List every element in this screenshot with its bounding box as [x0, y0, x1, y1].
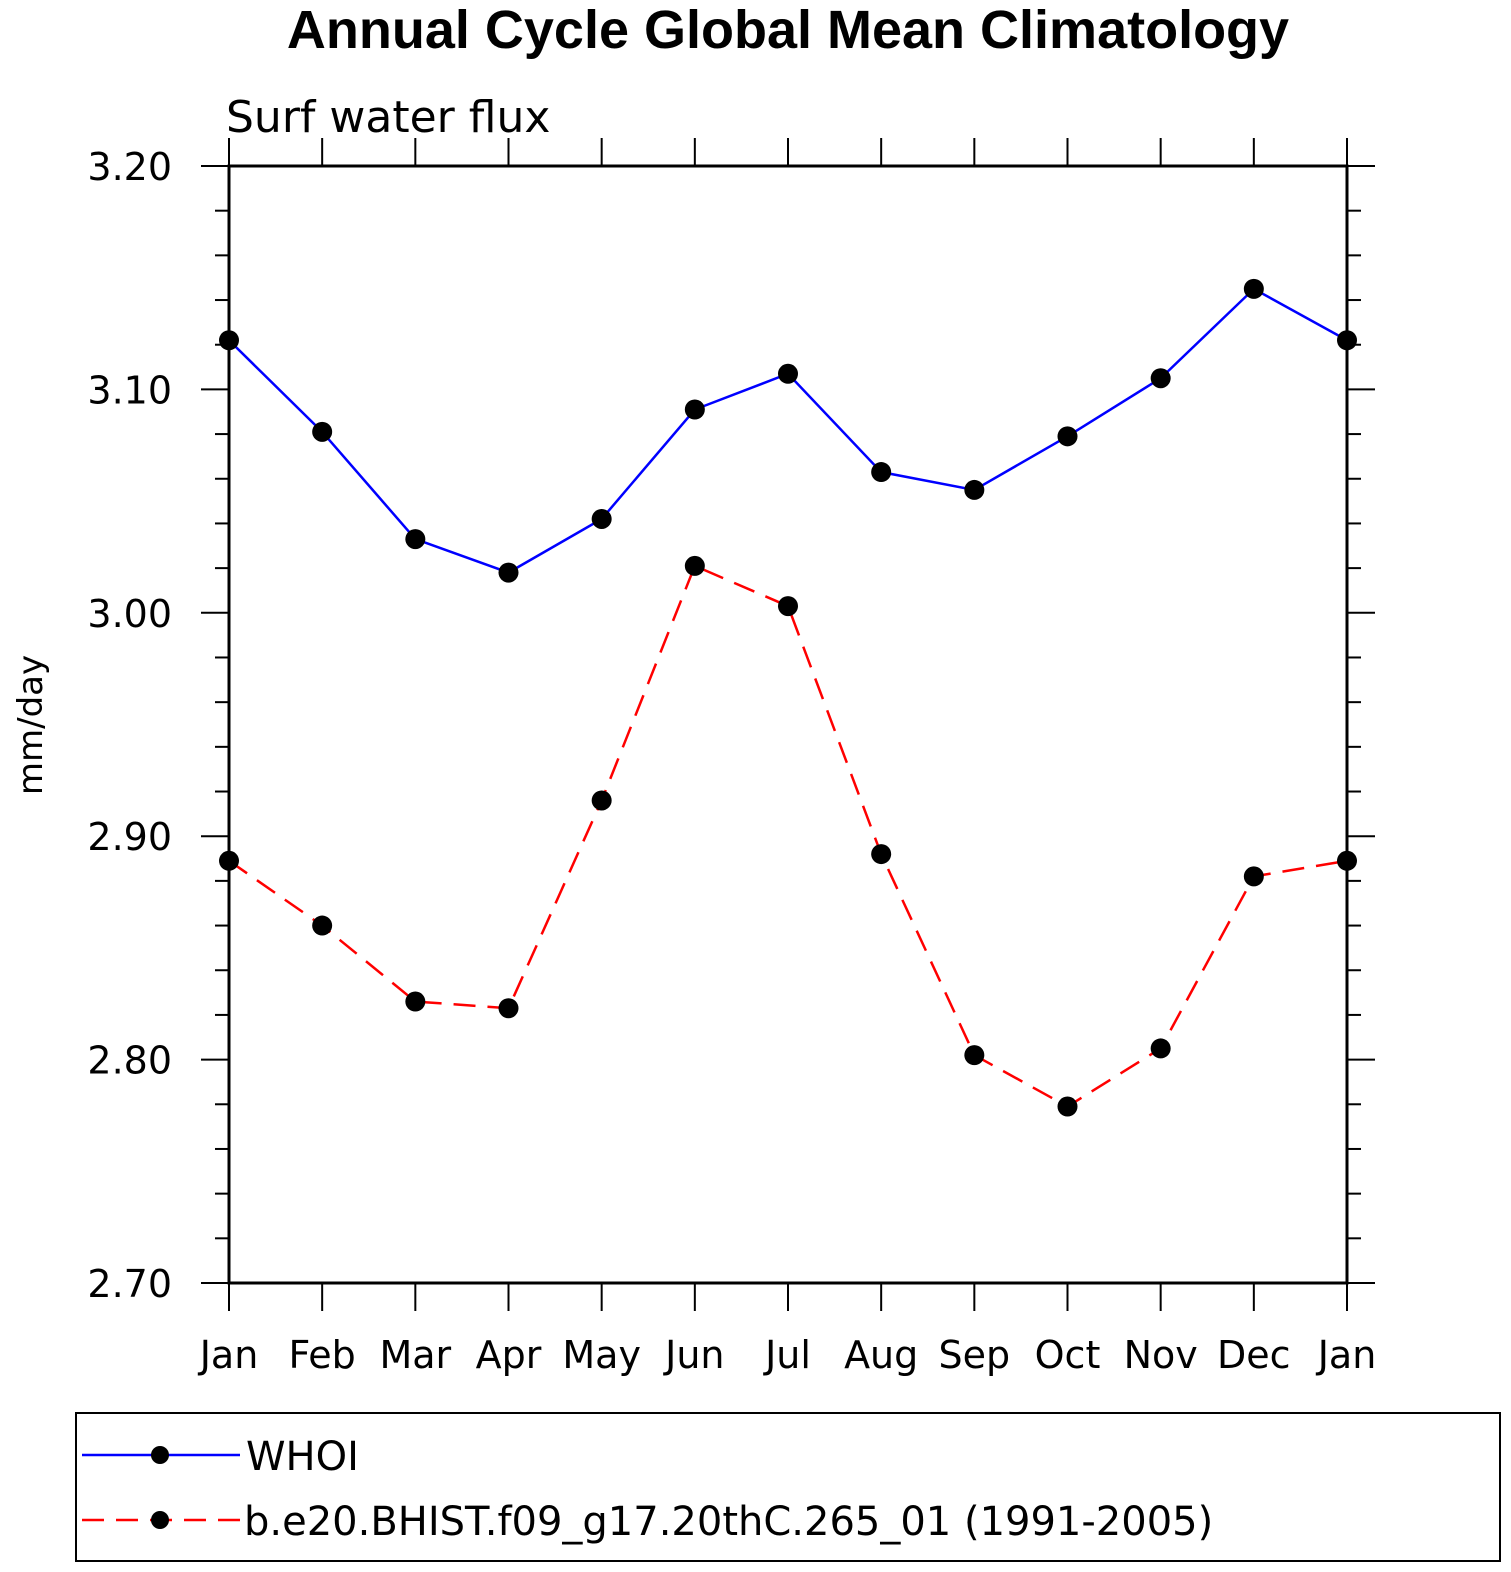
series-1-point [1243, 866, 1264, 887]
legend-label-whoi: WHOI [246, 1434, 359, 1480]
series-1-point [1337, 850, 1357, 871]
legend-marker-model [151, 1511, 169, 1529]
series-1-point [964, 1045, 985, 1066]
series-1-point [405, 991, 426, 1012]
plot-frame [227, 164, 1349, 1285]
y-tick-label: 3.00 [87, 592, 172, 636]
legend: WHOI b.e20.BHIST.f09_g17.20thC.265_01 (1… [75, 1412, 1501, 1562]
series-0-point [219, 330, 239, 351]
x-tick-label: Oct [1035, 1333, 1101, 1377]
legend-marker-whoi [151, 1446, 169, 1464]
chart-subtitle: Surf water flux [226, 92, 550, 143]
series-1-point [1150, 1038, 1171, 1059]
series-0-point [1150, 368, 1171, 389]
x-tick-label: Jan [1316, 1333, 1377, 1377]
series-0-point [405, 529, 426, 550]
series-1-point [778, 596, 798, 617]
series-1-point [312, 915, 333, 936]
chart-title: Annual Cycle Global Mean Climatology [287, 0, 1289, 60]
series-0-point [684, 399, 705, 420]
series-0-point [591, 508, 612, 529]
series-0-point [1243, 278, 1264, 299]
legend-box [75, 1412, 1501, 1562]
series-1-point [591, 790, 612, 811]
series-1-point [219, 850, 239, 871]
series-0-point [871, 462, 892, 483]
x-tick-label: Jan [198, 1333, 259, 1377]
axis-ticks [201, 138, 1375, 1311]
x-tick-label: Aug [844, 1333, 918, 1377]
series-0-point [964, 479, 985, 500]
series-1-point [871, 844, 892, 865]
series-0-point [1337, 330, 1357, 351]
legend-label-model: b.e20.BHIST.f09_g17.20thC.265_01 (1991-2… [244, 1499, 1213, 1545]
series-0-point [498, 562, 519, 583]
series-line-0 [228, 287, 1348, 574]
series-layer [219, 278, 1357, 1117]
series-1-point [684, 555, 705, 576]
series-line-1 [228, 564, 1348, 1108]
x-tick-label: May [562, 1333, 641, 1377]
x-tick-label: Feb [289, 1333, 356, 1377]
y-tick-label: 2.90 [87, 815, 172, 859]
x-tick-label: Nov [1124, 1333, 1198, 1377]
x-tick-labels: Jan Feb Mar Apr May Jun Jul Aug Sep Oct Nov Dec Jan [198, 1333, 1377, 1377]
y-tick-label: 2.80 [87, 1039, 172, 1083]
x-tick-label: Jul [763, 1333, 811, 1377]
series-0-point [778, 363, 798, 384]
y-axis-label: mm/day [11, 655, 51, 795]
x-tick-label: Mar [379, 1333, 451, 1377]
y-tick-label: 3.20 [87, 145, 172, 189]
series-0-point [312, 421, 333, 442]
series-1-point [498, 998, 519, 1019]
series-0-point [1057, 426, 1078, 447]
x-tick-label: Apr [476, 1333, 542, 1377]
y-tick-labels: 2.70 2.80 2.90 3.00 3.10 3.20 [87, 145, 172, 1306]
x-tick-label: Sep [939, 1333, 1011, 1377]
y-tick-label: 3.10 [87, 368, 172, 412]
series-1-point [1057, 1096, 1078, 1117]
x-tick-label: Jun [663, 1333, 724, 1377]
y-tick-label: 2.70 [87, 1262, 172, 1306]
x-tick-label: Dec [1217, 1333, 1291, 1377]
